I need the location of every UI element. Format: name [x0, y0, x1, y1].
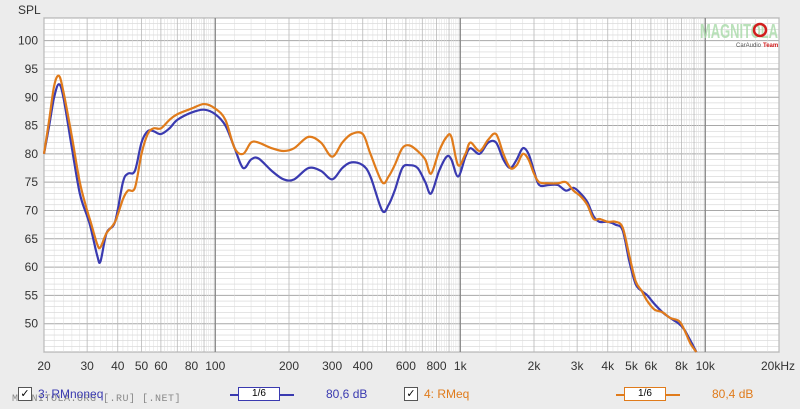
series-2-level: 80,4 dB [712, 387, 754, 401]
grid [43, 17, 780, 353]
y-tick-label: 50 [25, 317, 39, 331]
x-tick-label: 6k [645, 359, 659, 373]
x-tick-label: 3k [571, 359, 585, 373]
x-tick-label: 20 [37, 359, 51, 373]
y-tick-label: 65 [25, 232, 39, 246]
x-tick-label: 800 [426, 359, 446, 373]
series-1-level: 80,6 dB [326, 387, 368, 401]
x-tick-label: 20kHz [761, 359, 795, 373]
y-tick-label: 90 [25, 90, 39, 104]
series-1-checkbox[interactable]: ✓ [18, 387, 32, 401]
series-1-name: 3: RMnoneq [38, 387, 104, 401]
y-tick-label: 75 [25, 175, 39, 189]
y-tick-label: 70 [25, 203, 39, 217]
series-1-line-left [230, 394, 244, 396]
series-line-2 [42, 74, 698, 353]
brand-tagline-b: Team [763, 43, 778, 49]
brand-logo-ring [752, 22, 768, 38]
x-tick-label: 200 [279, 359, 299, 373]
series-1-smoothing[interactable]: 1/6 [238, 387, 280, 401]
y-axis-label: SPL [18, 3, 41, 17]
brand-logo: MAGNITOLA CarAudio Team [700, 21, 778, 49]
series-2-name: 4: RMeq [424, 387, 470, 401]
x-tick-label: 400 [353, 359, 373, 373]
series-2-line-left [616, 394, 630, 396]
y-tick-label: 85 [25, 119, 39, 133]
y-tick-label: 60 [25, 260, 39, 274]
plot-area [43, 17, 780, 353]
x-tick-label: 2k [528, 359, 542, 373]
x-axis-ticks: 20 30 40 50 60 80 100 200 300 400 600 800 1k 2k 3k 4k 5k… [37, 359, 795, 373]
y-tick-label: 55 [25, 288, 39, 302]
series-2-line-right [666, 394, 680, 396]
series-1-line-right [280, 394, 294, 396]
series-2-checkbox[interactable]: ✓ [404, 387, 418, 401]
series-2-smoothing[interactable]: 1/6 [624, 387, 666, 401]
x-tick-label: 60 [154, 359, 168, 373]
y-tick-label: 100 [18, 34, 38, 48]
brand-logo-text: MAGNITOLA [700, 21, 778, 43]
y-tick-label: 95 [25, 62, 39, 76]
x-tick-label: 80 [185, 359, 199, 373]
x-tick-label: 50 [135, 359, 149, 373]
x-tick-label: 10k [696, 359, 716, 373]
x-tick-label: 40 [111, 359, 125, 373]
x-tick-label: 30 [80, 359, 94, 373]
y-tick-label: 80 [25, 147, 39, 161]
y-axis-ticks: 50 55 60 65 70 75 80 85 90 95 100 [18, 34, 38, 331]
series-line-1 [42, 83, 698, 353]
brand-tagline-a: CarAudio [736, 43, 762, 49]
curves [42, 74, 698, 353]
legend: ✓ 3: RMnoneq 1/6 80,6 dB ✓ 4: RMeq 1/6 8… [0, 384, 800, 409]
x-tick-label: 5k [625, 359, 639, 373]
x-tick-label: 8k [675, 359, 689, 373]
watermark-site: MAGNITOLA.ORG [.RU] [.NET] [12, 394, 182, 405]
x-tick-label: 4k [601, 359, 615, 373]
x-tick-label: 600 [396, 359, 416, 373]
x-tick-label: 100 [205, 359, 225, 373]
x-tick-label: 300 [322, 359, 342, 373]
x-tick-label: 1k [454, 359, 468, 373]
